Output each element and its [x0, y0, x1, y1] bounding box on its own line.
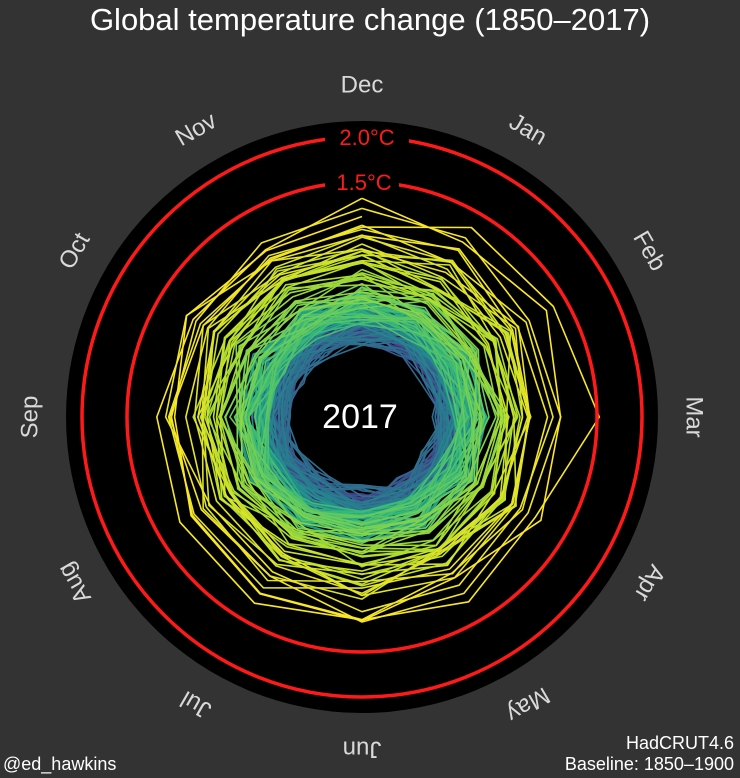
month-label-nov: Nov — [171, 107, 221, 152]
author-credit: @ed_hawkins — [3, 754, 117, 774]
year-line-2012 — [167, 224, 531, 589]
baseline-label: Baseline: 1850–1900 — [564, 754, 734, 774]
year-line-1987 — [238, 273, 508, 535]
month-label-apr: Apr — [628, 560, 670, 606]
month-label-oct: Oct — [53, 228, 95, 274]
year-line-1982 — [224, 282, 476, 529]
month-label-jan: Jan — [504, 108, 551, 151]
year-line-1973 — [254, 297, 471, 524]
year-line-2010 — [197, 236, 530, 597]
year-line-1984 — [224, 289, 497, 533]
year-line-1991 — [219, 268, 500, 555]
month-label-feb: Feb — [627, 226, 671, 275]
dataset-name: HadCRUT4.6 — [625, 733, 734, 753]
month-label-mar: Mar — [681, 396, 708, 437]
month-label-may: May — [502, 681, 555, 727]
year-line-2004 — [197, 254, 531, 572]
year-line-2011 — [185, 228, 531, 583]
month-label-aug: Aug — [52, 558, 97, 608]
year-line-2017 — [173, 197, 562, 622]
year-line-2001 — [219, 248, 506, 586]
year-line-1965 — [247, 305, 477, 513]
current-year-label: 2017 — [322, 398, 398, 436]
ring-label-bg-1-5c — [325, 170, 399, 194]
ring-label-bg-2-0c — [325, 125, 409, 149]
year-lines-group — [156, 197, 601, 623]
chart-title: Global temperature change (1850–2017) — [89, 2, 651, 37]
year-line-2016 — [156, 197, 601, 621]
year-line-2000 — [192, 254, 524, 587]
ring-label-1-5c: 1.5°C — [336, 170, 391, 195]
data-source: HadCRUT4.6 Baseline: 1850–1900 — [565, 733, 734, 775]
year-line-1971 — [257, 306, 485, 522]
month-label-jul: Jul — [176, 685, 216, 724]
ring-label-2-0c: 2.0°C — [339, 125, 394, 150]
year-line-1997 — [201, 261, 518, 565]
month-label-jun: Jun — [343, 736, 382, 763]
year-line-2015 — [169, 207, 562, 623]
polar-plot-background — [66, 121, 658, 713]
month-label-dec: Dec — [341, 72, 384, 99]
month-label-sep: Sep — [17, 396, 44, 439]
